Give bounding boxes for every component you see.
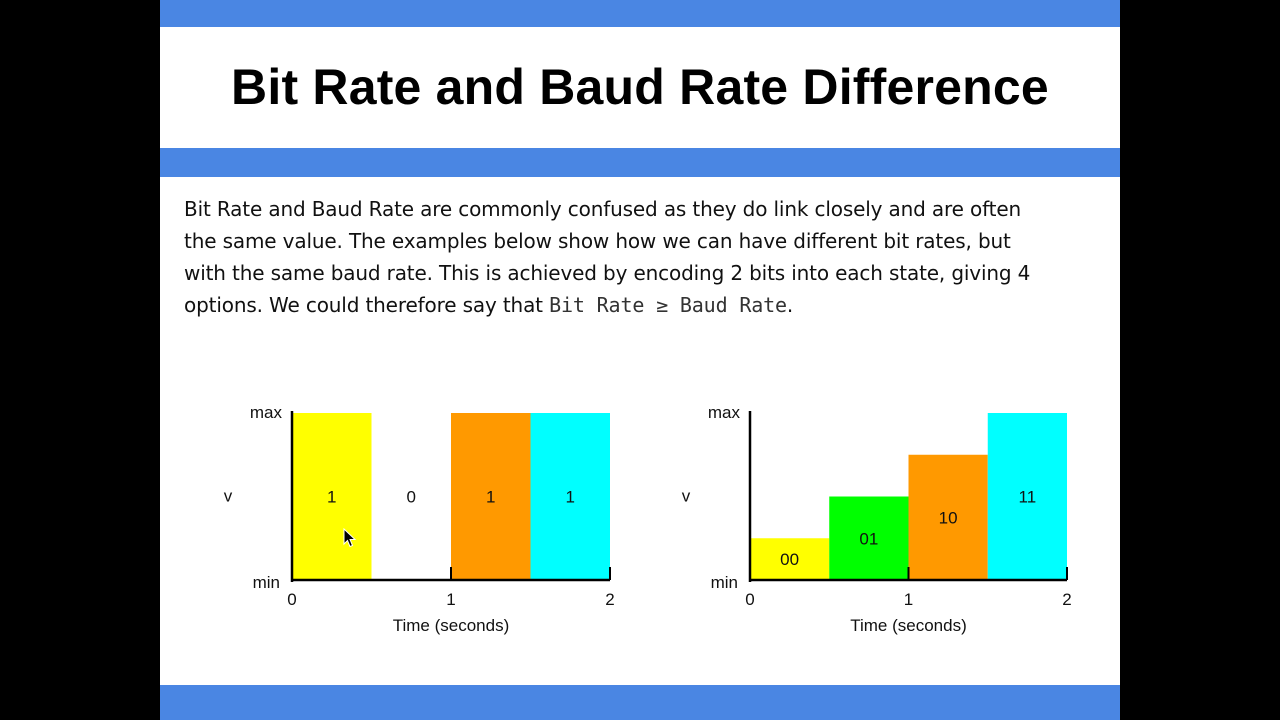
bar-0-0 [292,413,372,580]
y-max-label-0: max [250,403,283,422]
bar-0-3 [530,413,610,580]
y-axis-label-1: v [682,487,691,506]
paragraph-line-suffix: . [786,293,794,317]
bar-label-0-3: 1 [566,488,575,507]
explanation-paragraph: Bit Rate and Baud Rate are commonly conf… [184,193,1104,321]
paragraph-line: with the same baud rate. This is achieve… [184,261,1031,285]
x-axis-label-0: Time (seconds) [393,616,510,635]
slide: Bit Rate and Baud Rate Difference Bit Ra… [160,0,1120,720]
top-band [160,0,1120,27]
formula: Bit Rate ≥ Baud Rate [549,293,787,317]
bar-1-3 [987,413,1067,580]
title-divider-band [160,148,1120,177]
y-axis-label-0: v [224,487,233,506]
bar-label-1-2: 10 [939,508,958,527]
bar-0-2 [451,413,531,580]
x-tick-label-0-1: 1 [446,590,455,609]
y-max-label-1: max [708,403,741,422]
x-tick-label-1-0: 0 [745,590,754,609]
bar-label-0-1: 0 [407,488,416,507]
bar-label-0-0: 1 [327,488,336,507]
bar-label-1-3: 11 [1019,488,1037,507]
bar-1-0 [750,538,830,580]
slide-title: Bit Rate and Baud Rate Difference [231,59,1049,115]
x-tick-label-0-2: 2 [605,590,614,609]
x-tick-label-1-2: 2 [1062,590,1071,609]
paragraph-line: Bit Rate and Baud Rate are commonly conf… [184,197,1022,221]
x-axis-label-1: Time (seconds) [850,616,967,635]
paragraph-line: the same value. The examples below show … [184,229,1011,253]
bar-label-1-0: 00 [780,550,799,569]
bar-1-1 [829,496,909,580]
x-tick-label-0-0: 0 [287,590,296,609]
bar-label-1-1: 01 [859,529,878,548]
bottom-band [160,685,1120,720]
x-tick-label-1-1: 1 [904,590,913,609]
mouse-cursor-icon [343,528,357,548]
y-min-label-0: min [253,573,280,592]
bar-label-0-2: 1 [486,488,495,507]
bar-1-2 [908,454,988,580]
paragraph-line: options. We could therefore say that Bit… [184,289,1104,321]
paragraph-line-prefix: options. We could therefore say that [184,293,550,317]
y-min-label-1: min [711,573,738,592]
